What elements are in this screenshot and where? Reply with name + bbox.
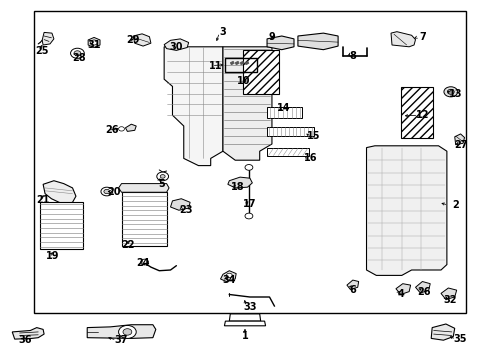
Text: 4: 4	[397, 289, 404, 299]
Text: 30: 30	[170, 42, 183, 52]
Polygon shape	[229, 314, 261, 321]
Polygon shape	[245, 61, 249, 65]
Bar	[267, 127, 314, 136]
Polygon shape	[267, 36, 294, 50]
Polygon shape	[224, 321, 266, 326]
Text: 37: 37	[115, 335, 128, 345]
Text: 35: 35	[454, 334, 467, 344]
Polygon shape	[391, 32, 416, 47]
Circle shape	[157, 172, 169, 181]
Text: 27: 27	[454, 140, 467, 150]
Polygon shape	[235, 61, 239, 65]
Polygon shape	[223, 47, 272, 160]
Text: 7: 7	[419, 32, 426, 42]
Text: 36: 36	[19, 335, 32, 345]
Polygon shape	[367, 146, 447, 275]
Polygon shape	[240, 61, 244, 65]
Polygon shape	[42, 32, 54, 45]
Text: 26: 26	[105, 125, 119, 135]
Text: 18: 18	[231, 182, 245, 192]
Bar	[225, 58, 257, 72]
Polygon shape	[133, 34, 151, 46]
Polygon shape	[416, 282, 430, 293]
Polygon shape	[164, 47, 223, 166]
Text: 13: 13	[449, 89, 463, 99]
Text: 14: 14	[276, 103, 290, 113]
Text: 19: 19	[46, 251, 60, 261]
Text: 26: 26	[417, 287, 431, 297]
Text: 1: 1	[242, 330, 248, 341]
Text: 15: 15	[307, 131, 320, 141]
Polygon shape	[396, 284, 411, 294]
Polygon shape	[164, 39, 189, 50]
Text: 10: 10	[237, 76, 250, 86]
Text: 2: 2	[452, 200, 459, 210]
Circle shape	[101, 187, 113, 196]
Circle shape	[119, 127, 124, 131]
Bar	[34, 11, 465, 313]
Text: 17: 17	[243, 199, 257, 210]
Text: 31: 31	[87, 40, 101, 50]
Text: 20: 20	[107, 186, 121, 197]
Text: 12: 12	[416, 110, 429, 120]
Text: 29: 29	[126, 35, 140, 45]
Circle shape	[226, 273, 232, 278]
Text: 6: 6	[349, 285, 356, 295]
Bar	[267, 148, 309, 156]
Circle shape	[104, 189, 110, 194]
Polygon shape	[347, 280, 359, 289]
Polygon shape	[87, 325, 156, 338]
Bar	[122, 192, 167, 246]
Bar	[401, 87, 433, 138]
Circle shape	[123, 329, 132, 335]
Polygon shape	[431, 324, 455, 340]
Polygon shape	[455, 134, 465, 145]
Text: 25: 25	[35, 46, 49, 56]
Circle shape	[71, 48, 84, 58]
Bar	[243, 50, 279, 94]
Polygon shape	[230, 61, 234, 65]
Polygon shape	[119, 184, 169, 192]
Circle shape	[245, 165, 253, 170]
Circle shape	[447, 89, 454, 94]
Circle shape	[160, 175, 165, 178]
Text: 11: 11	[209, 60, 222, 71]
Circle shape	[141, 259, 148, 265]
Text: 21: 21	[36, 195, 50, 205]
Polygon shape	[171, 199, 190, 210]
Polygon shape	[88, 37, 100, 48]
Text: 28: 28	[73, 53, 86, 63]
Circle shape	[91, 40, 98, 45]
Bar	[40, 202, 83, 249]
Circle shape	[444, 87, 458, 97]
Text: 8: 8	[349, 51, 356, 61]
Circle shape	[119, 325, 136, 338]
Polygon shape	[43, 181, 76, 204]
Polygon shape	[12, 328, 44, 339]
Text: 16: 16	[304, 153, 318, 163]
Bar	[267, 107, 302, 118]
Text: 23: 23	[179, 204, 193, 215]
Text: 3: 3	[220, 27, 226, 37]
Circle shape	[74, 51, 81, 56]
Text: 32: 32	[443, 294, 457, 305]
Text: 22: 22	[122, 240, 135, 250]
Polygon shape	[228, 177, 252, 188]
Text: 34: 34	[222, 275, 236, 285]
Text: 33: 33	[243, 302, 257, 312]
Text: 9: 9	[269, 32, 275, 42]
Polygon shape	[298, 33, 338, 50]
Polygon shape	[220, 271, 236, 282]
Polygon shape	[441, 288, 457, 300]
Text: 5: 5	[158, 179, 165, 189]
Text: 24: 24	[136, 258, 150, 268]
Circle shape	[245, 213, 253, 219]
Polygon shape	[125, 124, 136, 131]
